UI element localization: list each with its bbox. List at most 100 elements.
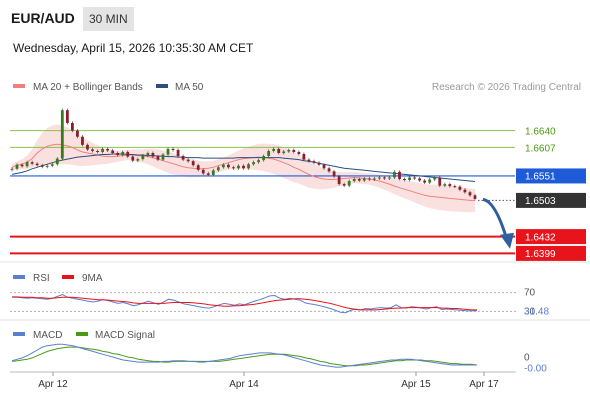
candle-body	[45, 165, 49, 167]
candle-body	[126, 151, 130, 157]
macd-signal-line	[11, 346, 478, 367]
candle-body	[433, 177, 437, 180]
candle-body	[166, 148, 170, 155]
candle-body	[65, 110, 69, 123]
legend-macd-swatch	[13, 332, 25, 336]
candle-body	[267, 150, 271, 157]
rsi-axis-label: 70	[524, 288, 536, 299]
candle-body	[388, 177, 391, 179]
candle-body	[111, 150, 115, 154]
candle-body	[393, 171, 396, 178]
candle-body	[282, 151, 286, 154]
level-label-target: 1.6432	[525, 232, 556, 243]
candle-body	[30, 162, 34, 164]
price-panel: 1.6640 1.6607 1.6551 1.6503 1.6432 1.6399	[10, 108, 586, 261]
x-axis: Apr 12 Apr 14 Apr 15 Apr 17	[38, 372, 499, 390]
candle-body	[398, 171, 401, 179]
candle-body	[196, 165, 200, 170]
candle-body	[156, 156, 160, 160]
candle-body	[141, 155, 145, 160]
legend-ma20-swatch	[13, 84, 25, 88]
candle-body	[458, 186, 462, 190]
candle-body	[357, 179, 361, 181]
x-tick-label: Apr 14	[229, 379, 259, 390]
candle-body	[342, 184, 346, 186]
watermark: Research © 2026 Trading Central	[432, 82, 581, 93]
candle-body	[186, 159, 190, 162]
candle-body	[101, 148, 104, 152]
candle-body	[418, 178, 422, 181]
rsi-last-value: 31.48	[524, 307, 549, 318]
candle-body	[347, 181, 351, 186]
candle-body	[191, 161, 195, 166]
candle-body	[55, 158, 59, 165]
candle-body	[312, 161, 316, 163]
forecast-arrow-head	[500, 232, 514, 249]
forecast-arrow	[482, 197, 508, 238]
candle-body	[327, 168, 331, 172]
candle-body	[10, 168, 14, 170]
candle-body	[106, 148, 110, 151]
candle-body	[443, 184, 447, 186]
candle-body	[352, 179, 356, 182]
candle-body	[171, 148, 175, 150]
level-label-resistance: 1.6640	[525, 127, 556, 138]
legend-ma50-label: MA 50	[175, 82, 204, 93]
candle-body	[70, 122, 74, 131]
legend-macd-label: MACD	[33, 330, 62, 341]
candle-body	[131, 156, 135, 161]
candle-body	[257, 160, 260, 163]
candle-body	[367, 178, 371, 180]
candle-body	[81, 136, 84, 145]
candle-body	[216, 167, 220, 171]
x-tick-label: Apr 15	[401, 379, 431, 390]
candle-body	[317, 162, 321, 165]
candle-body	[161, 154, 165, 160]
candle-body	[35, 163, 39, 166]
candle-body	[76, 130, 79, 137]
candle-body	[252, 162, 255, 165]
candle-body	[287, 149, 291, 152]
candle-body	[307, 159, 311, 162]
level-tag-last-price	[516, 192, 586, 208]
candle-body	[201, 169, 205, 174]
candle-body	[146, 153, 150, 156]
candle-body	[20, 164, 24, 167]
candle-body	[237, 165, 240, 169]
legend-macd-signal-swatch	[76, 332, 88, 336]
candle-body	[151, 153, 155, 157]
candle-body	[292, 149, 296, 152]
candle-body	[332, 171, 336, 177]
candle-body	[206, 173, 210, 175]
level-tag-target	[516, 245, 586, 261]
candle-body	[60, 110, 64, 159]
legend-macd-signal-label: MACD Signal	[95, 330, 155, 341]
legend-rsi-swatch	[13, 275, 25, 279]
candle-body	[463, 189, 467, 193]
level-label-target: 1.6399	[525, 249, 556, 260]
symbol-title: EUR/AUD	[11, 10, 75, 26]
candle-body	[176, 149, 180, 157]
macd-line	[11, 343, 477, 368]
candle-body	[232, 167, 235, 169]
ma50-line	[11, 153, 476, 182]
legend-9ma-label: 9MA	[82, 273, 103, 284]
candle-body	[372, 178, 376, 180]
candle-body	[181, 156, 185, 160]
timeframe-button[interactable]: 30 MIN	[83, 7, 134, 31]
legend-ma20-label: MA 20 + Bollinger Bands	[33, 82, 143, 93]
candle-body	[116, 153, 120, 156]
candle-body	[403, 179, 406, 181]
level-tag-pivot	[516, 168, 586, 184]
legend-rsi-label: RSI	[33, 273, 50, 284]
candle-body	[448, 184, 452, 187]
legend-9ma-swatch	[62, 275, 74, 279]
candle-body	[468, 192, 472, 196]
candle-body	[15, 164, 19, 169]
level-label-pivot: 1.6551	[525, 172, 556, 183]
level-label-last-price: 1.6503	[525, 196, 556, 207]
macd-last-value: -0.00	[524, 363, 547, 374]
candle-body	[423, 180, 427, 183]
rsi-axis-label: 30	[524, 306, 536, 317]
level-tag-target	[516, 229, 586, 245]
